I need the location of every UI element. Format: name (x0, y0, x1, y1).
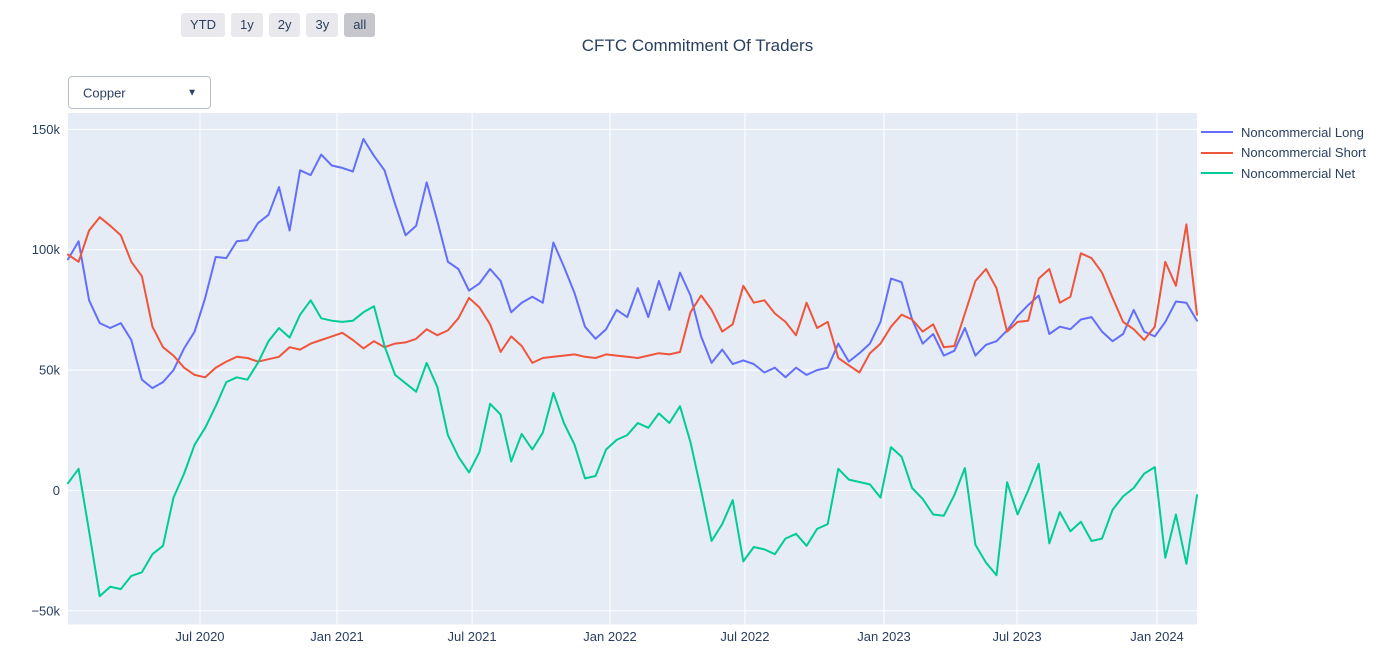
legend-label: Noncommercial Short (1241, 145, 1366, 161)
legend-line-swatch (1201, 131, 1233, 134)
range-button-ytd[interactable]: YTD (181, 13, 225, 37)
x-tick-label: Jul 2020 (175, 629, 224, 644)
chart-title: CFTC Commitment Of Traders (581, 36, 814, 55)
y-tick-label: 150k (32, 122, 61, 137)
x-tick-label: Jul 2023 (992, 629, 1041, 644)
y-tick-label: −50k (31, 603, 60, 618)
legend-label: Noncommercial Net (1241, 165, 1356, 181)
legend-line-swatch (1201, 151, 1233, 154)
legend-item-noncommercial-net[interactable]: Noncommercial Net (1201, 163, 1366, 184)
symbol-dropdown[interactable]: Copper ▼ (68, 76, 211, 109)
range-button-3y[interactable]: 3y (306, 13, 339, 37)
x-tick-label: Jan 2024 (1130, 629, 1184, 644)
y-tick-label: 50k (39, 363, 60, 378)
y-tick-label: 0 (53, 483, 60, 498)
series-line-noncommercial-long[interactable] (67, 138, 1198, 390)
legend-line-swatch (1201, 172, 1233, 175)
y-tick-label: 100k (32, 242, 61, 257)
range-button-2y[interactable]: 2y (268, 13, 301, 37)
symbol-dropdown-value: Copper (83, 85, 126, 100)
legend-item-noncommercial-short[interactable]: Noncommercial Short (1201, 143, 1366, 164)
series-line-noncommercial-net[interactable] (67, 299, 1198, 598)
x-tick-label: Jul 2021 (447, 629, 496, 644)
range-button-all[interactable]: all (344, 13, 376, 37)
x-tick-label: Jan 2022 (583, 629, 637, 644)
x-tick-label: Jul 2022 (720, 629, 769, 644)
range-selector: YTD 1y 2y 3y all (181, 13, 381, 37)
x-tick-label: Jan 2021 (310, 629, 364, 644)
legend-label: Noncommercial Long (1241, 124, 1364, 140)
series-line-noncommercial-short[interactable] (67, 216, 1198, 379)
legend: Noncommercial Long Noncommercial Short Non… (1201, 122, 1366, 184)
chevron-down-icon: ▼ (187, 87, 197, 98)
range-button-1y[interactable]: 1y (231, 13, 263, 37)
legend-item-noncommercial-long[interactable]: Noncommercial Long (1201, 122, 1366, 143)
x-tick-label: Jan 2023 (857, 629, 911, 644)
plot-background (68, 113, 1197, 625)
